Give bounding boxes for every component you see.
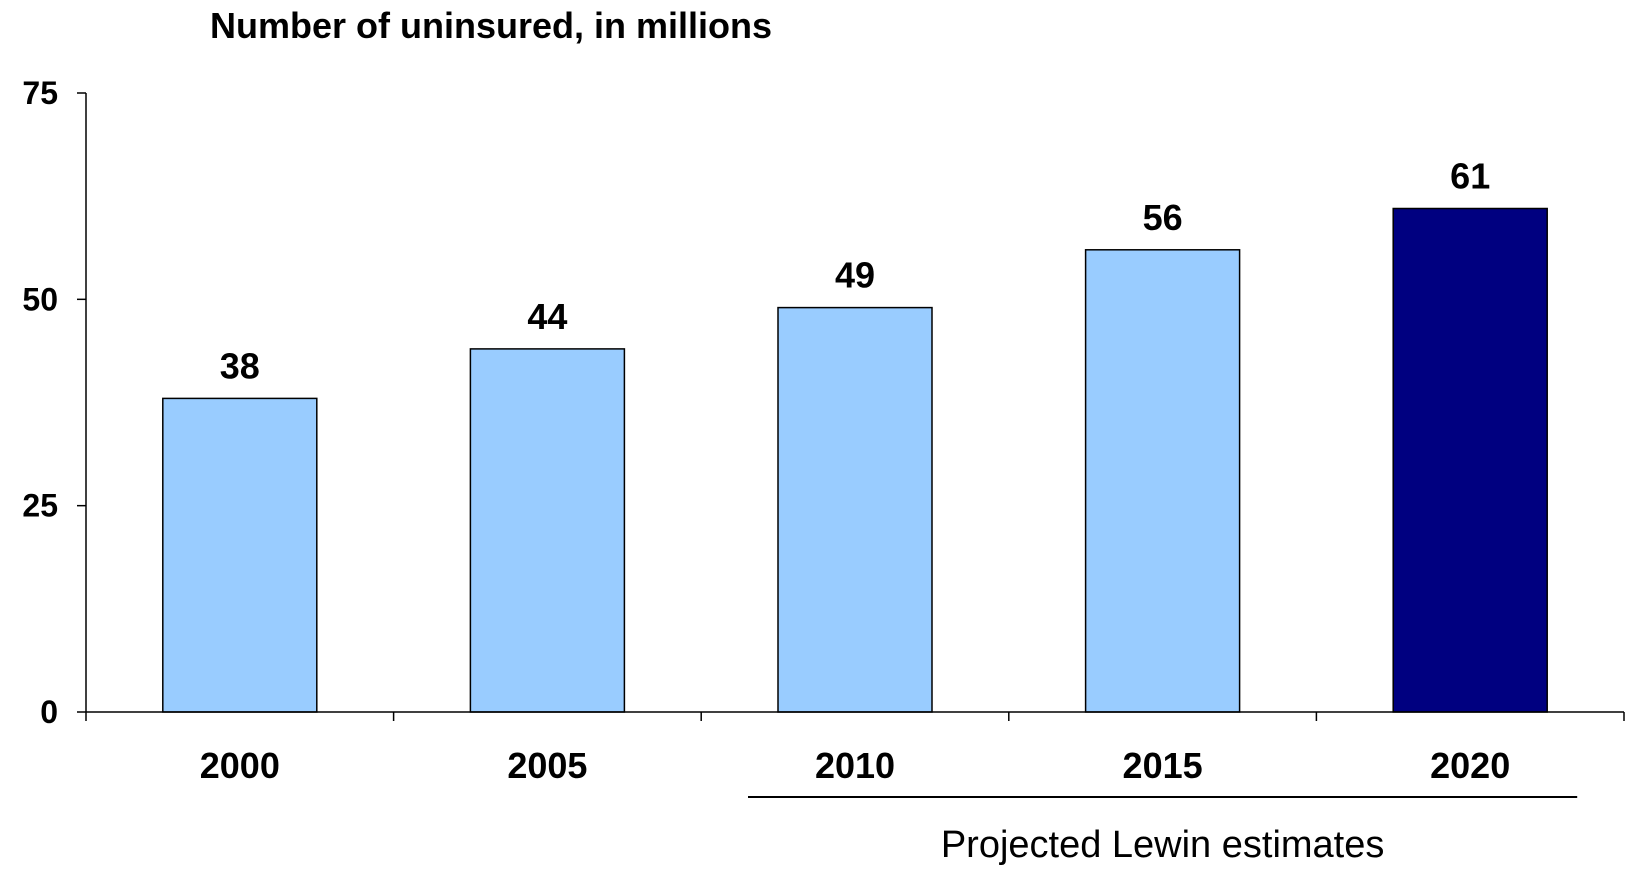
- data-label-2020: 61: [1450, 156, 1490, 197]
- data-label-2010: 49: [835, 255, 875, 296]
- bar-2010: [777, 306, 933, 713]
- y-tick-label-0: 0: [40, 694, 58, 730]
- data-label-2015: 56: [1143, 197, 1183, 238]
- axes-layer: [77, 92, 1625, 721]
- x-tick-label-2005: 2005: [507, 745, 587, 786]
- x-tick-label-2010: 2010: [815, 745, 895, 786]
- bar-2015: [1084, 249, 1241, 713]
- x-tick-label-2020: 2020: [1430, 745, 1510, 786]
- annotation-layer: Projected Lewin estimates: [748, 796, 1578, 866]
- labels-layer: 38 44 49 56 61 0 25 50 75 2000 2005 2010 2015 2020: [22, 75, 1510, 786]
- bar-2005: [469, 348, 626, 713]
- x-tick-label-2015: 2015: [1123, 745, 1203, 786]
- y-tick-label-75: 75: [22, 75, 58, 111]
- bar-2000: [162, 397, 318, 713]
- bar-2020: [1392, 207, 1548, 713]
- data-label-2005: 44: [527, 296, 567, 337]
- bars-layer: [162, 207, 1548, 713]
- projection-annotation: Projected Lewin estimates: [941, 824, 1385, 866]
- y-tick-label-50: 50: [22, 281, 58, 317]
- y-tick-label-25: 25: [22, 488, 58, 524]
- x-tick-label-2000: 2000: [200, 745, 280, 786]
- chart-title: Number of uninsured, in millions: [210, 5, 772, 46]
- data-label-2000: 38: [220, 345, 260, 386]
